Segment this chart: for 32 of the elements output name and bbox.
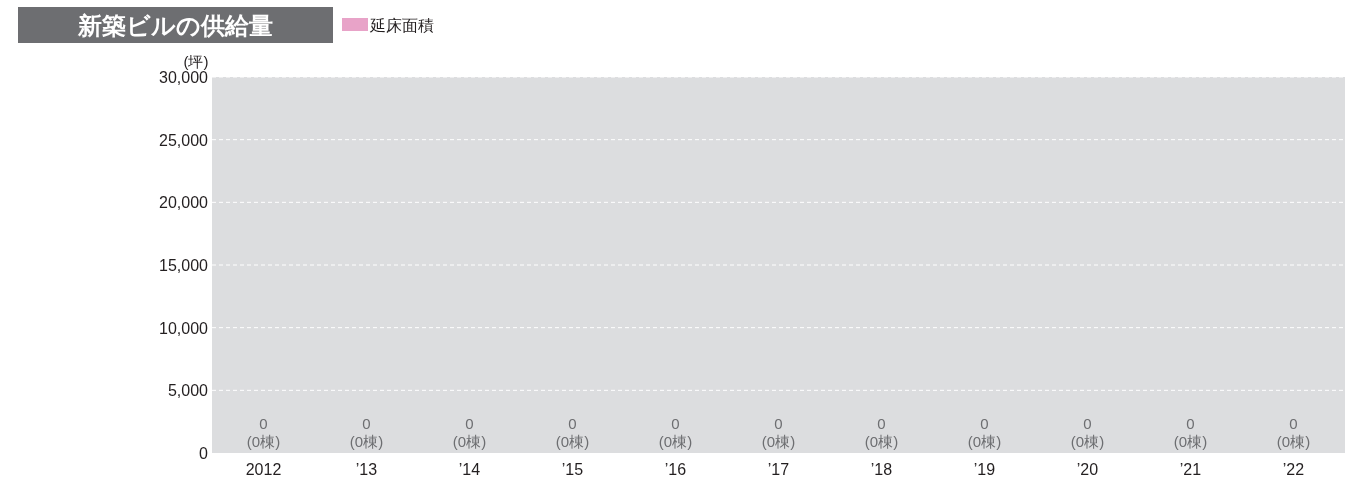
y-tick-label: 20,000 bbox=[159, 194, 209, 212]
data-label: 0 (0棟) bbox=[555, 415, 590, 450]
y-tick-label: 30,000 bbox=[159, 69, 209, 86]
y-tick-label: 10,000 bbox=[159, 319, 209, 337]
x-tick-label: ’21 bbox=[1179, 461, 1202, 478]
x-tick-label: ’17 bbox=[767, 461, 790, 478]
data-label: 0 (0棟) bbox=[1276, 415, 1311, 450]
x-tick-label: ’20 bbox=[1076, 461, 1099, 478]
y-axis-title: (坪) bbox=[183, 53, 209, 70]
x-tick-label: 2012 bbox=[245, 461, 282, 478]
y-tick-label: 0 bbox=[199, 445, 209, 462]
data-label: 0 (0棟) bbox=[349, 415, 384, 450]
x-tick-label: ’16 bbox=[664, 461, 687, 478]
data-label: 0 (0棟) bbox=[864, 415, 899, 450]
legend-label: 延床面積 bbox=[369, 17, 434, 34]
data-label: 0 (0棟) bbox=[452, 415, 487, 450]
y-tick-label: 15,000 bbox=[159, 257, 209, 274]
y-tick-label: 5,000 bbox=[167, 382, 209, 400]
data-label: 0 (0棟) bbox=[967, 415, 1002, 450]
x-tick-label: ’22 bbox=[1282, 461, 1305, 478]
x-tick-label: ’19 bbox=[973, 461, 996, 478]
data-label: 0 (0棟) bbox=[246, 415, 281, 450]
x-tick-label: ’14 bbox=[458, 461, 481, 478]
x-tick-label: ’15 bbox=[561, 461, 584, 478]
y-tick-label: 25,000 bbox=[159, 131, 209, 149]
x-tick-label: ’13 bbox=[355, 461, 378, 478]
data-label: 0 (0棟) bbox=[761, 415, 796, 450]
x-tick-label: ’18 bbox=[870, 461, 893, 478]
data-label: 0 (0棟) bbox=[658, 415, 693, 450]
data-label: 0 (0棟) bbox=[1173, 415, 1208, 450]
data-label: 0 (0棟) bbox=[1070, 415, 1105, 450]
chart-title: 新築ビルの供給量 bbox=[76, 12, 273, 39]
